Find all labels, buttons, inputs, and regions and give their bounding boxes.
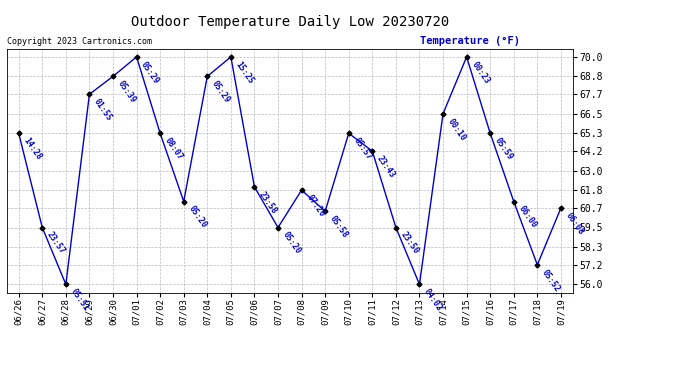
Text: 05:57: 05:57 [351, 136, 373, 162]
Text: 08:07: 08:07 [163, 136, 185, 162]
Text: 05:51: 05:51 [68, 287, 90, 313]
Text: 06:08: 06:08 [564, 211, 585, 236]
Text: 05:29: 05:29 [210, 79, 232, 105]
Text: 23:50: 23:50 [399, 230, 420, 256]
Text: 05:20: 05:20 [186, 204, 208, 230]
Text: 23:57: 23:57 [45, 230, 67, 256]
Text: Outdoor Temperature Daily Low 20230720: Outdoor Temperature Daily Low 20230720 [130, 15, 449, 29]
Text: 04:02: 04:02 [422, 287, 444, 313]
Text: 23:58: 23:58 [257, 190, 279, 215]
Text: 00:10: 00:10 [446, 117, 468, 142]
Text: 05:59: 05:59 [493, 136, 515, 162]
Text: 05:39: 05:39 [116, 79, 137, 105]
Text: 14:28: 14:28 [21, 136, 43, 162]
Text: Copyright 2023 Cartronics.com: Copyright 2023 Cartronics.com [7, 38, 152, 46]
Text: 05:29: 05:29 [139, 60, 161, 85]
Text: 15:25: 15:25 [234, 60, 255, 85]
Text: 01:55: 01:55 [92, 97, 114, 123]
Text: Temperature (°F): Temperature (°F) [420, 36, 520, 46]
Text: 06:00: 06:00 [517, 204, 538, 230]
Text: 05:20: 05:20 [281, 230, 302, 256]
Text: 00:23: 00:23 [469, 60, 491, 85]
Text: 23:43: 23:43 [375, 154, 397, 180]
Text: 05:58: 05:58 [328, 214, 350, 240]
Text: 05:52: 05:52 [540, 268, 562, 293]
Text: 07:20: 07:20 [304, 193, 326, 219]
